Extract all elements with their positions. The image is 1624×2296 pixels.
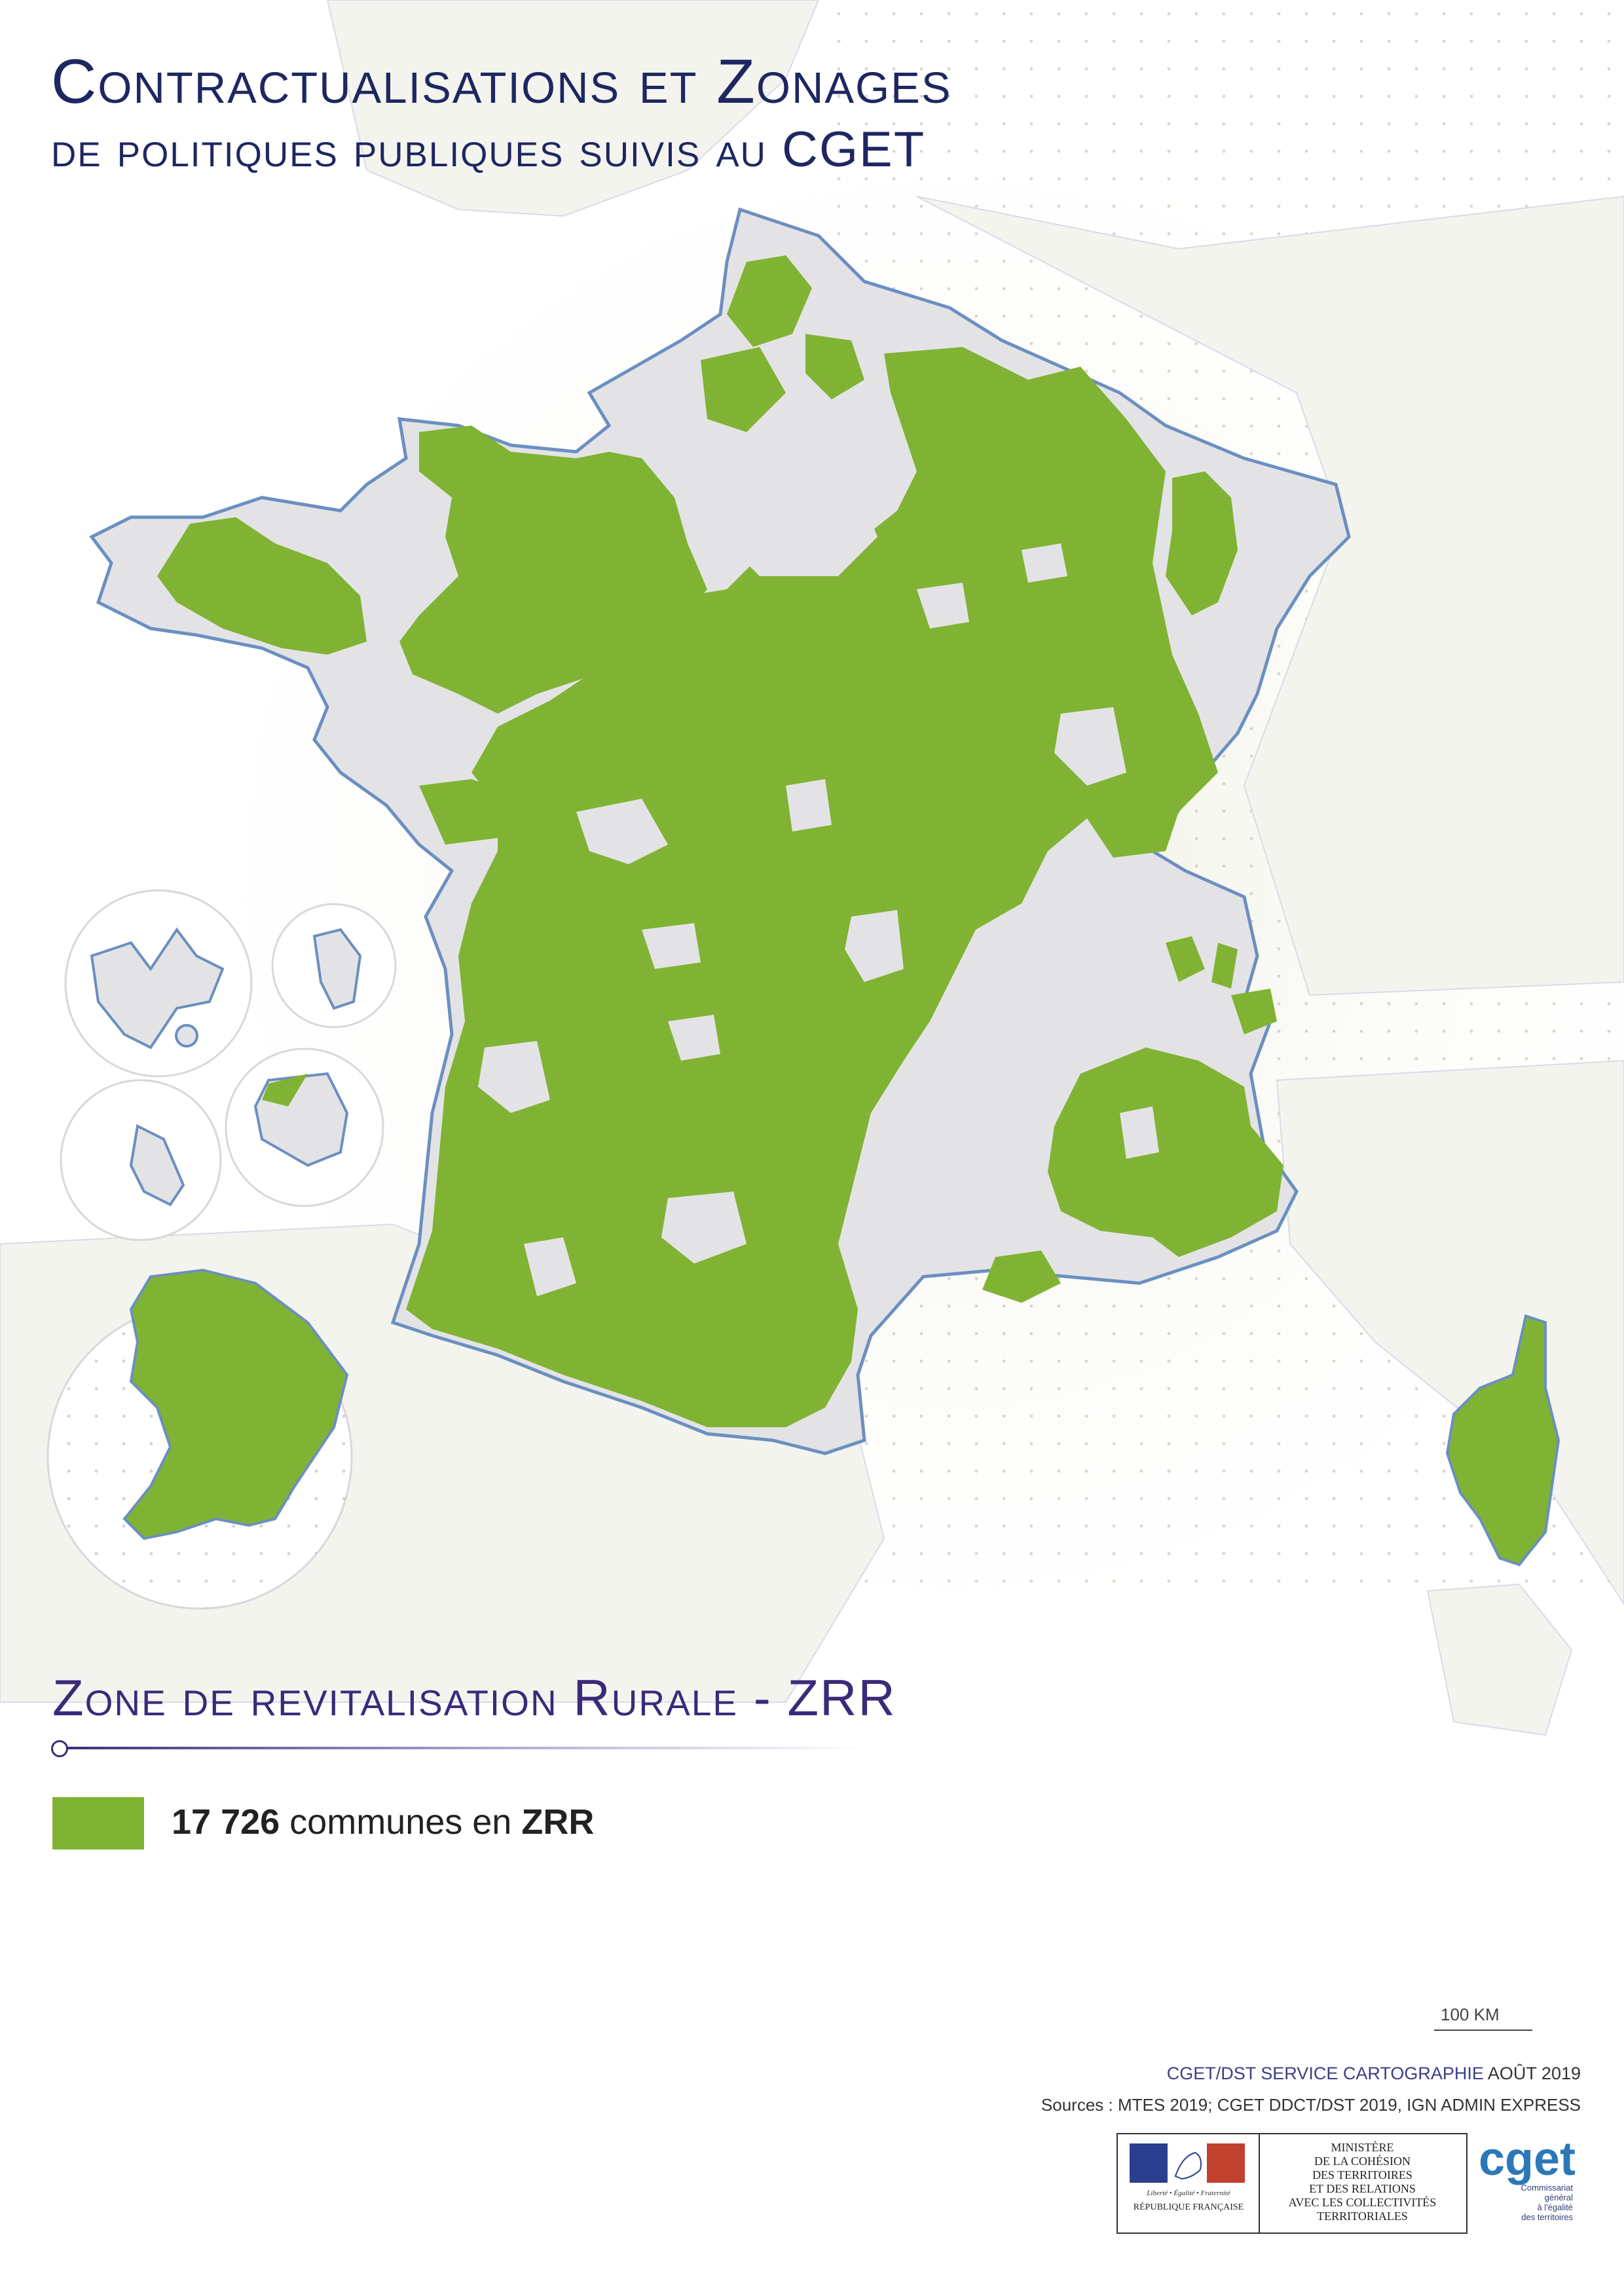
ministry-line: DES TERRITOIRES	[1312, 2168, 1412, 2181]
cget-sub-line: général	[1544, 2193, 1573, 2202]
scale-bar	[1434, 2030, 1532, 2031]
cget-logo: cget Commissariat général à l'égalité de…	[1476, 2136, 1578, 2222]
credit-service: SERVICE CARTOGRAPHIE	[1261, 2064, 1484, 2083]
rf-motto: Liberté • Égalité • Fraternité	[1147, 2189, 1230, 2197]
ministry-line: MINISTÈRE	[1331, 2141, 1394, 2154]
marianne-flag-icon	[1130, 2143, 1245, 2183]
cget-sub-line: des territoires	[1521, 2212, 1573, 2222]
corsica-outline	[1445, 1314, 1560, 1567]
ministry-logo-block: Liberté • Égalité • Fraternité RÉPUBLIQU…	[1116, 2133, 1467, 2234]
map-sources: Sources : MTES 2019; CGET DDCT/DST 2019,…	[1041, 2095, 1581, 2115]
scale-label: 100 KM	[1441, 2005, 1500, 2024]
ministry-line: AVEC LES COLLECTIVITÉS	[1288, 2196, 1437, 2209]
cget-sub-line: à l'égalité	[1537, 2202, 1573, 2212]
legend-divider	[52, 1747, 864, 1749]
guyane-zrr	[122, 1268, 349, 1540]
cget-sub-line: Commissariat	[1521, 2183, 1573, 2193]
legend-divider-dot	[51, 1740, 68, 1757]
ministry-line: DE LA COHÉSION	[1314, 2155, 1411, 2168]
legend-heading: Zone de revitalisation Rurale - ZRR	[52, 1669, 896, 1726]
ministry-line: ET DES RELATIONS	[1309, 2182, 1416, 2195]
map-credit: CGET/DST SERVICE CARTOGRAPHIE AOÛT 2019	[1167, 2064, 1581, 2084]
credit-date: AOÛT 2019	[1487, 2064, 1581, 2083]
map-title-line2: de politiques publiques suivis au CGET	[51, 122, 926, 177]
non-zrr-pockets	[478, 471, 1159, 1296]
zrr-zones	[157, 255, 1283, 1427]
rf-name: RÉPUBLIQUE FRANÇAISE	[1133, 2202, 1244, 2212]
legend-text: communes en	[280, 1802, 522, 1842]
ministry-name: MINISTÈRE DE LA COHÉSION DES TERRITOIRES…	[1259, 2141, 1466, 2223]
credit-org: CGET/DST	[1166, 2064, 1256, 2083]
legend-zone-abbr: ZRR	[521, 1802, 595, 1842]
legend-zrr-label: 17 726 communes en ZRR	[172, 1802, 594, 1842]
republique-francaise-logo: Liberté • Égalité • Fraternité RÉPUBLIQU…	[1118, 2134, 1260, 2232]
cget-subtitle: Commissariat général à l'égalité des ter…	[1476, 2183, 1578, 2222]
legend-count: 17 726	[172, 1802, 280, 1842]
map-title-line1: Contractualisations et Zonages	[51, 46, 952, 117]
cget-logo-text: cget	[1478, 2133, 1576, 2185]
ministry-line: TERRITORIALES	[1317, 2210, 1408, 2223]
legend-zrr-swatch	[52, 1797, 144, 1850]
overseas-insets	[46, 889, 397, 1610]
